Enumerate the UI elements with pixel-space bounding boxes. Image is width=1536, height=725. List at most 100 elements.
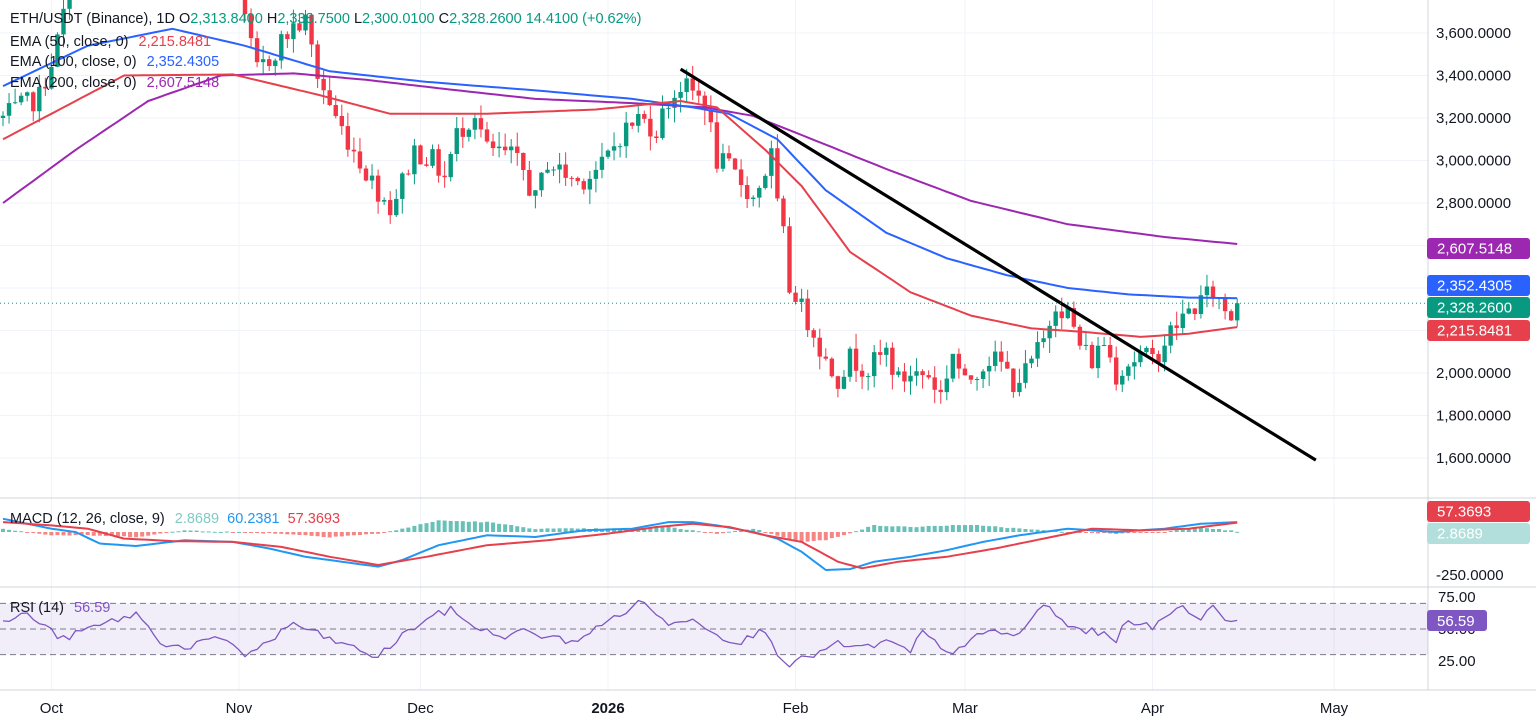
candle-body (642, 114, 647, 119)
macd-hist-bar (944, 525, 949, 532)
candle-body (1059, 311, 1064, 319)
candle-body (744, 185, 750, 199)
macd-hist-bar (866, 526, 871, 532)
macd-hist-bar (896, 526, 901, 532)
rsi-badge: 56.59 (1437, 613, 1475, 630)
candle-body (285, 34, 290, 40)
macd-hist-bar (624, 528, 629, 532)
macd-hist-bar (1217, 528, 1222, 532)
macd-hist-bar (1223, 530, 1228, 532)
macd-hist-bar (1029, 529, 1034, 532)
candle-body (375, 175, 381, 202)
legend-symbol[interactable]: ETH/USDT (Binance), 1D (10, 11, 175, 27)
candle-body (1120, 375, 1125, 385)
candle-body (563, 164, 568, 178)
candle-body (267, 59, 272, 66)
candle-body (738, 169, 744, 186)
macd-hist-bar (805, 532, 810, 542)
macd-hist-bar (956, 525, 961, 532)
candle-body (0, 115, 6, 118)
macd-hist-bar (97, 532, 102, 536)
macd-hist-bar (908, 526, 913, 532)
ema100-label: EMA (100, close, 0) (10, 54, 137, 70)
candle-body (436, 149, 441, 176)
candle-body (962, 368, 968, 376)
price-tick-label: 3,600.0000 (1436, 25, 1511, 42)
legend-rsi[interactable]: RSI (14) 56.59 (10, 598, 110, 619)
candle-body (381, 200, 387, 202)
candle-body (1192, 308, 1198, 314)
macd-hist-bar (339, 532, 344, 537)
macd-hist-bar (727, 531, 731, 533)
macd-hist-bar (261, 532, 266, 534)
macd-hist-bar (454, 521, 459, 532)
legend-ema100[interactable]: EMA (100, close, 0) 2,352.4305 (10, 52, 219, 73)
macd-hist-bar (43, 532, 48, 535)
candle-body (1089, 344, 1095, 369)
candle-body (49, 66, 54, 89)
macd-hist-bar (969, 525, 973, 532)
macd-hist-bar (787, 532, 792, 539)
macd-hist-bar (902, 526, 907, 532)
macd-hist-bar (436, 520, 441, 532)
candle-body (569, 177, 574, 179)
legend-macd[interactable]: MACD (12, 26, close, 9) 2.8689 60.2381 5… (10, 509, 340, 530)
macd-hist-bar (981, 525, 986, 532)
candle-body (841, 376, 847, 389)
candle-body (406, 173, 411, 175)
macd-hist-bar (418, 524, 423, 532)
candle-body (956, 353, 962, 369)
legend-low: 2,300.0100 (362, 11, 435, 27)
legend-change: 14.4100 (+0.62%) (525, 11, 642, 27)
ema50-price-badge-bg (1427, 320, 1530, 341)
macd-hist-bar (1120, 532, 1125, 534)
macd-hist-bar (7, 529, 12, 532)
macd-hist-bar (848, 532, 852, 534)
candle-body (1228, 311, 1234, 321)
indicator-lines (0, 27, 1428, 668)
candle-body (6, 103, 12, 116)
macd-hist-bar (1192, 528, 1197, 532)
macd-hist-bar (1204, 528, 1209, 532)
macd-hist-bar (775, 532, 780, 536)
macd-hist-bar (1077, 532, 1082, 533)
candle-body (1180, 313, 1185, 329)
macd-hist-bar (793, 532, 798, 541)
last-price-badge: 2,328.2600 (1437, 300, 1512, 317)
candle-body (944, 378, 949, 393)
macd-hist-bar (878, 525, 883, 532)
macd-hist-bar (1174, 530, 1179, 532)
legend-ema200[interactable]: EMA (200, close, 0) 2,607.5148 (10, 73, 219, 94)
candle-body (853, 348, 859, 371)
candle-body (448, 153, 453, 178)
macd-hist-bar (388, 531, 393, 533)
macd-hist-bar (152, 532, 157, 535)
ema200-line (2, 72, 1238, 245)
candle-body (1023, 363, 1028, 383)
candle-body (25, 92, 30, 96)
candle-body (793, 292, 798, 302)
macd-hist-bar (1186, 528, 1191, 532)
legend-ema50[interactable]: EMA (50, close, 0) 2,215.8481 (10, 32, 211, 53)
candle-body (454, 128, 459, 154)
macd-hist-bar (642, 528, 647, 532)
macd-hist-bar (684, 529, 689, 532)
candle-body (611, 146, 617, 151)
candle-body (805, 298, 810, 331)
macd-hist-bar (829, 532, 834, 539)
candle-body (418, 145, 423, 165)
macd-hist-bar (926, 525, 931, 532)
macd-signal-badge: 57.3693 (1437, 504, 1491, 521)
macd-hist-bar (279, 532, 284, 534)
macd-hist-bar (557, 528, 562, 532)
macd-hist-bar (769, 532, 774, 534)
candle-body (43, 86, 48, 89)
date-tick-label: May (1320, 700, 1349, 717)
macd-hist-bar (91, 532, 96, 536)
candle-body (636, 114, 641, 126)
macd-hist-bar (321, 532, 326, 538)
macd-hist-bar (164, 532, 169, 533)
candle-body (787, 226, 792, 293)
candle-body (968, 375, 974, 380)
